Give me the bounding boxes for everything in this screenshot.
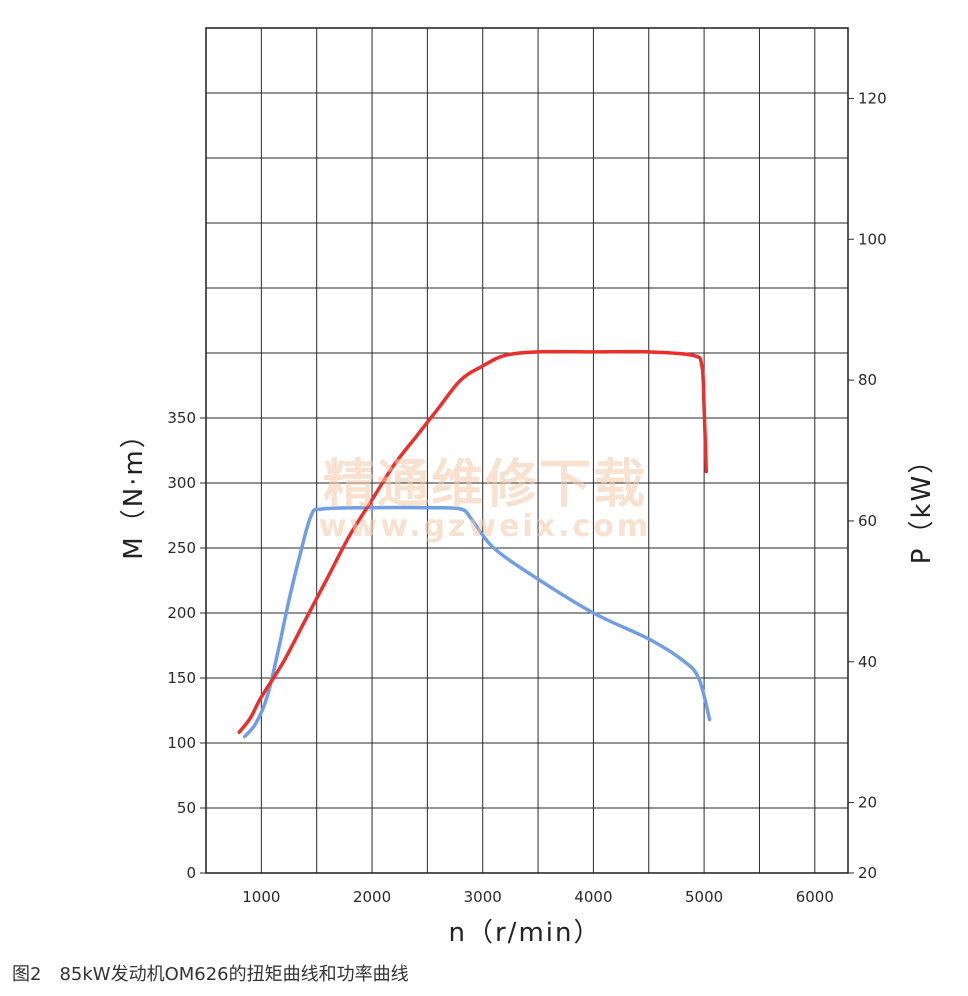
y-left-tick-label: 350 — [167, 409, 196, 427]
y-left-tick-label: 250 — [167, 539, 196, 557]
y-right-axis-title: P（kW） — [907, 446, 937, 564]
x-tick-label: 6000 — [796, 888, 834, 906]
y-left-axis-title: M（N·m） — [119, 420, 149, 559]
x-tick-label: 3000 — [464, 888, 502, 906]
power-curve — [237, 349, 709, 734]
y-left-axis-ticks: 0 50 100 150 200 250 300 350 — [167, 409, 206, 882]
y-right-tick-label: 60 — [858, 512, 877, 530]
y-right-tick-label: 40 — [858, 653, 877, 671]
y-right-tick-label: 120 — [858, 89, 887, 107]
grid — [205, 27, 849, 874]
x-tick-label: 4000 — [574, 888, 612, 906]
y-right-tick-label: 20 — [858, 794, 877, 812]
torque-curve — [242, 505, 712, 739]
y-right-tick-label: 80 — [858, 371, 877, 389]
y-left-tick-label: 50 — [177, 799, 196, 817]
y-left-tick-label: 100 — [167, 734, 196, 752]
watermark-title: 精通维修下载 — [323, 455, 647, 515]
series-lines — [237, 349, 712, 739]
x-tick-label: 5000 — [685, 888, 723, 906]
x-axis-title: n（r/min） — [449, 918, 602, 948]
y-left-tick-label: 300 — [167, 474, 196, 492]
x-axis-ticks: 1000 2000 3000 4000 5000 6000 — [242, 888, 834, 906]
chart: 1000 2000 3000 4000 5000 6000 0 50 100 150 200 250… — [119, 27, 937, 948]
y-left-tick-label: 200 — [167, 604, 196, 622]
watermark-url: www.gzweix.com — [319, 509, 651, 544]
x-tick-label: 1000 — [242, 888, 280, 906]
y-left-tick-label: 0 — [186, 864, 196, 882]
figure-caption: 图2 85kW发动机OM626的扭矩曲线和功率曲线 — [12, 964, 409, 985]
y-right-tick-label: 20 — [858, 864, 877, 882]
y-right-tick-label: 100 — [858, 230, 887, 248]
y-left-tick-label: 150 — [167, 669, 196, 687]
x-tick-label: 2000 — [353, 888, 391, 906]
y-right-axis-ticks: 20 20 40 60 80 100 120 — [848, 89, 887, 882]
plot-frame — [205, 27, 849, 874]
